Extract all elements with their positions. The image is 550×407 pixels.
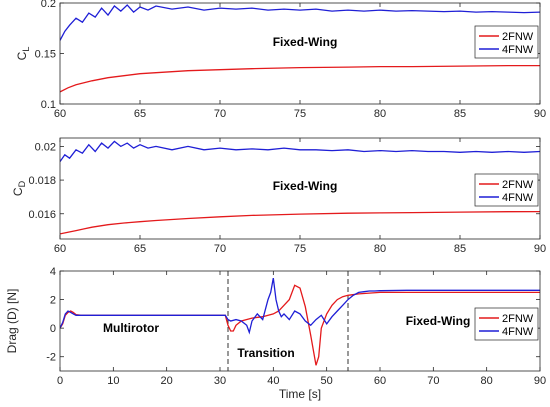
legend-label: 2FNW — [502, 313, 534, 325]
x-tick-label: 80 — [481, 375, 493, 387]
y-axis-label-main: C — [11, 187, 25, 196]
x-tick-label: 65 — [134, 108, 146, 120]
x-tick-label: 30 — [214, 375, 226, 387]
x-tick-label: 60 — [54, 243, 66, 255]
y-axis-label-subscript: L — [21, 47, 31, 52]
y-tick-label: 0.016 — [28, 209, 56, 221]
series-line-2FNW — [60, 210, 540, 235]
x-tick-label: 90 — [534, 243, 546, 255]
chart-panel-1: 60 65 70 75 80 85 90 0.1 0.15 0.2 CL Fixed-Wing 2FNW… — [15, 0, 546, 120]
x-tick-label: 85 — [454, 108, 466, 120]
x-tick-label: 80 — [374, 243, 386, 255]
y-tick-label: 0.02 — [35, 141, 56, 153]
plot-area — [60, 3, 540, 104]
phase-label: Fixed-Wing — [406, 314, 471, 328]
y-tick-label: 0.15 — [35, 49, 56, 61]
x-tick-label: 60 — [54, 108, 66, 120]
legend-box — [474, 173, 539, 207]
annotation-label: Fixed-Wing — [273, 179, 338, 193]
y-tick-label: 4 — [50, 266, 56, 278]
x-tick-label: 90 — [534, 108, 546, 120]
legend-label: 4FNW — [502, 44, 534, 56]
legend-box — [474, 25, 539, 59]
y-tick-label: -2 — [46, 352, 56, 364]
y-axis-label: CD — [11, 180, 27, 196]
y-tick-label: 0.2 — [41, 0, 56, 10]
x-tick-label: 70 — [214, 243, 226, 255]
x-tick-label: 10 — [107, 375, 119, 387]
x-tick-label: 20 — [161, 375, 173, 387]
x-tick-label: 85 — [454, 243, 466, 255]
x-tick-label: 80 — [374, 108, 386, 120]
legend-label: 4FNW — [502, 326, 534, 338]
series-line-2FNW — [60, 64, 540, 93]
y-tick-label: 2 — [50, 295, 56, 307]
legend-box — [474, 307, 539, 341]
phase-label: Multirotor — [103, 321, 159, 335]
y-axis-label: CL — [15, 47, 31, 61]
axes-box — [59, 270, 541, 372]
x-tick-label: 70 — [427, 375, 439, 387]
y-tick-label: 0.018 — [28, 175, 56, 187]
x-tick-label: 90 — [534, 375, 546, 387]
y-tick-label: 0 — [50, 323, 56, 335]
x-tick-label: 75 — [294, 243, 306, 255]
x-tick-label: 40 — [267, 375, 279, 387]
legend-label: 4FNW — [502, 192, 534, 204]
legend-label: 2FNW — [502, 179, 534, 191]
phase-label: Transition — [237, 346, 294, 360]
x-tick-label: 65 — [134, 243, 146, 255]
y-axis-label-subscript: D — [17, 180, 27, 187]
x-axis-label: Time [s] — [279, 387, 321, 401]
x-tick-label: 0 — [57, 375, 63, 387]
series-line-4FNW — [60, 4, 540, 41]
series-line-4FNW — [60, 140, 540, 162]
annotation-label: Fixed-Wing — [273, 35, 338, 49]
chart-panel-2: 60 65 70 75 80 85 90 0.016 0.018 0.02 CD Fixed-Wing… — [11, 137, 546, 255]
legend-label: 2FNW — [502, 31, 534, 43]
y-axis-label-main: C — [15, 51, 29, 60]
series-line-4FNW — [60, 277, 540, 335]
x-tick-label: 60 — [374, 375, 386, 387]
y-axis-label: Drag (D) [N] — [5, 289, 19, 354]
x-tick-label: 75 — [294, 108, 306, 120]
x-tick-label: 50 — [321, 375, 333, 387]
x-tick-label: 70 — [214, 108, 226, 120]
y-tick-label: 0.1 — [41, 99, 56, 111]
